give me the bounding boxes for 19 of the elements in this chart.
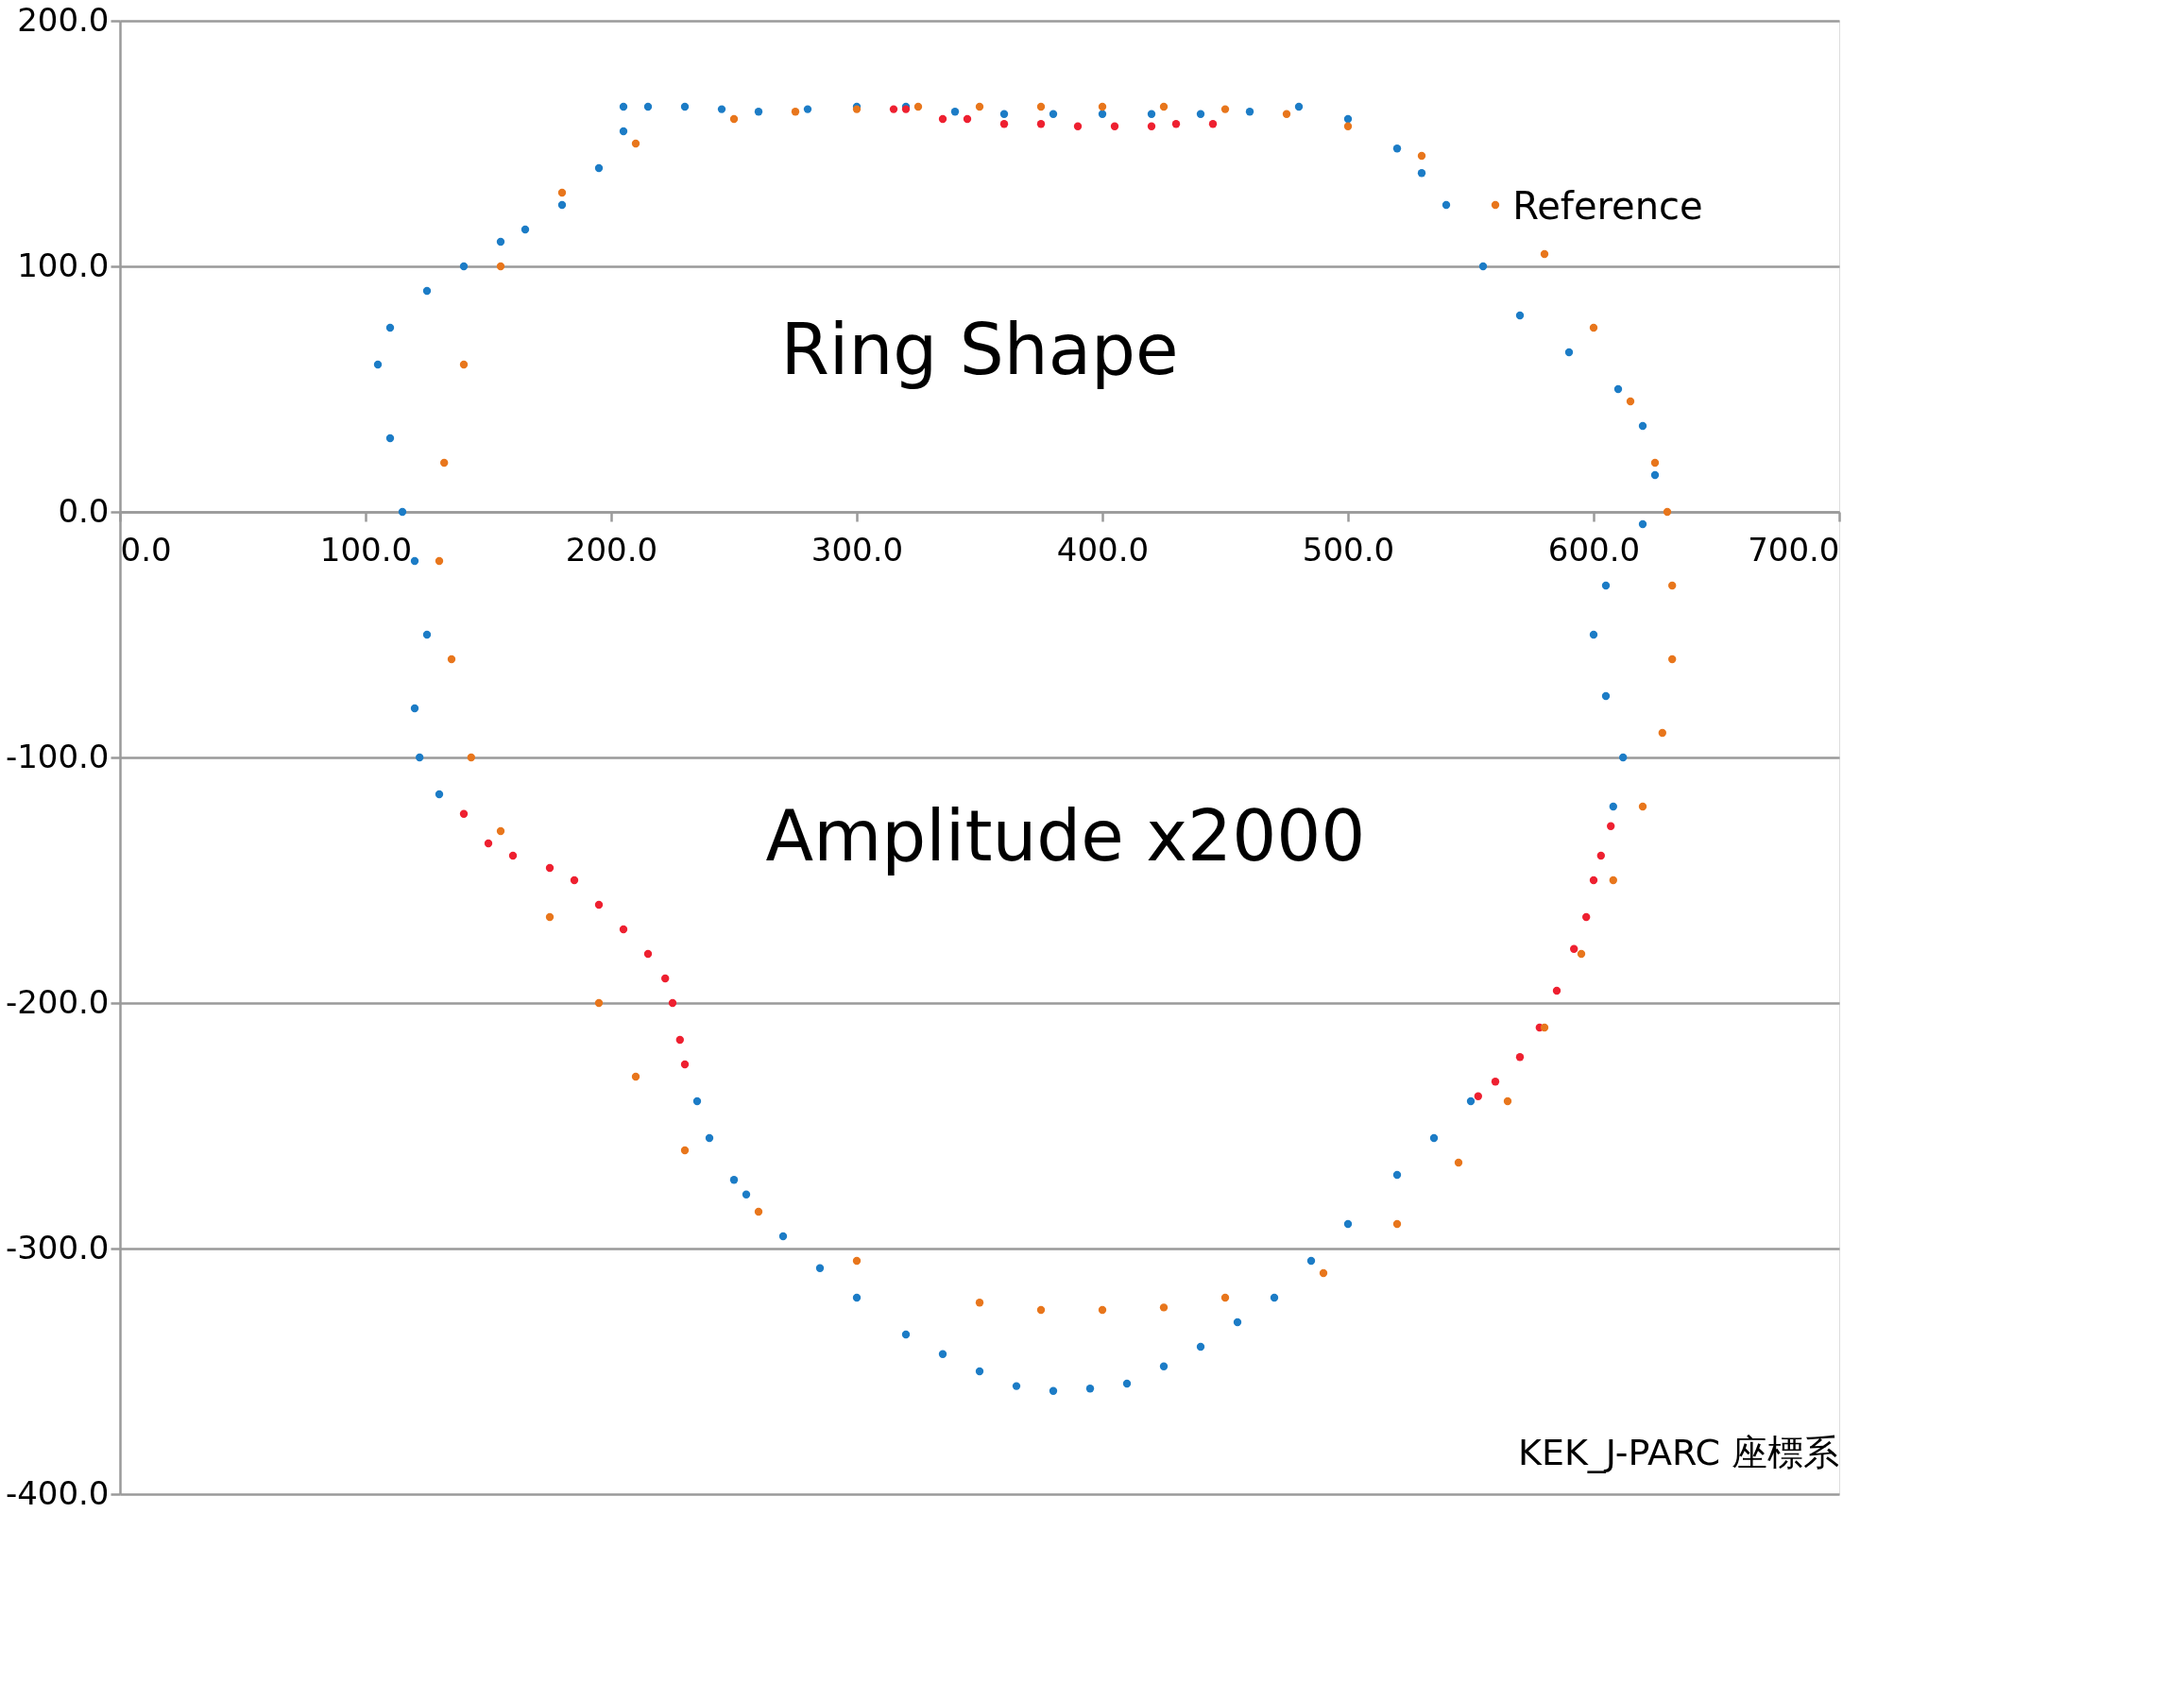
x-tick-label: 400.0 [1056,530,1150,569]
annotation: Amplitude x2000 [765,794,1366,876]
x-tick-label: 100.0 [319,530,413,569]
y-tick-label: 0.0 [58,491,110,530]
y-tick-label: -300.0 [5,1228,110,1266]
x-tick-label: 700.0 [1748,530,1840,569]
x-tick-label: 200.0 [565,530,658,569]
x-tick-label: 300.0 [810,530,904,569]
x-tick-label: 500.0 [1302,530,1395,569]
y-tick-label: 200.0 [17,0,110,39]
y-tick-label: 100.0 [17,246,110,284]
annotation: KEK_J-PARC 座標系 [1517,1431,1839,1473]
x-tick-label: 0.0 [120,530,172,569]
y-tick-label: -200.0 [5,982,110,1021]
annotation: Reference [1512,184,1703,229]
x-tick-label: 600.0 [1547,530,1641,569]
y-tick-label: -100.0 [5,737,110,775]
annotation: Ring Shape [780,309,1179,390]
y-tick-label: -400.0 [5,1473,110,1512]
